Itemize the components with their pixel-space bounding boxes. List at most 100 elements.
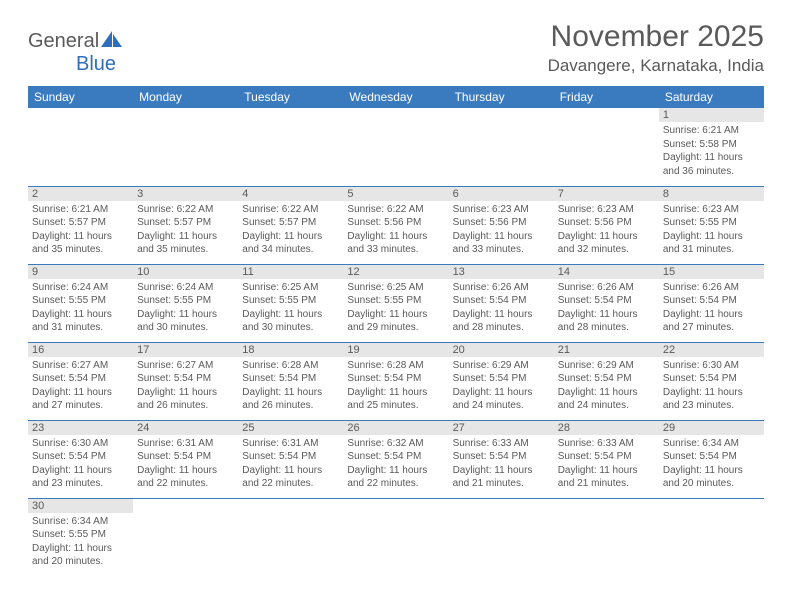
day-details: Sunrise: 6:31 AMSunset: 5:54 PMDaylight:…	[133, 435, 238, 495]
weekday-header: Wednesday	[343, 86, 448, 108]
calendar-day-cell: 11Sunrise: 6:25 AMSunset: 5:55 PMDayligh…	[238, 264, 343, 342]
title-block: November 2025 Davangere, Karnataka, Indi…	[548, 20, 764, 76]
day-number: 17	[133, 343, 238, 357]
calendar-table: Sunday Monday Tuesday Wednesday Thursday…	[28, 86, 764, 576]
calendar-week-row: 16Sunrise: 6:27 AMSunset: 5:54 PMDayligh…	[28, 342, 764, 420]
page-header: GeneralBlue November 2025 Davangere, Kar…	[28, 20, 764, 76]
sunrise-text: Sunrise: 6:26 AM	[558, 281, 655, 295]
sunset-text: Sunset: 5:56 PM	[558, 216, 655, 230]
daylight-text: Daylight: 11 hours and 30 minutes.	[242, 308, 339, 335]
day-number: 7	[554, 187, 659, 201]
day-details: Sunrise: 6:26 AMSunset: 5:54 PMDaylight:…	[554, 279, 659, 339]
sunset-text: Sunset: 5:54 PM	[558, 372, 655, 386]
calendar-day-cell	[554, 498, 659, 576]
sunset-text: Sunset: 5:55 PM	[32, 528, 129, 542]
calendar-week-row: 1Sunrise: 6:21 AMSunset: 5:58 PMDaylight…	[28, 108, 764, 186]
calendar-week-row: 30Sunrise: 6:34 AMSunset: 5:55 PMDayligh…	[28, 498, 764, 576]
sunrise-text: Sunrise: 6:33 AM	[558, 437, 655, 451]
calendar-day-cell: 25Sunrise: 6:31 AMSunset: 5:54 PMDayligh…	[238, 420, 343, 498]
daylight-text: Daylight: 11 hours and 23 minutes.	[663, 386, 760, 413]
day-details: Sunrise: 6:22 AMSunset: 5:57 PMDaylight:…	[238, 201, 343, 261]
weekday-header-row: Sunday Monday Tuesday Wednesday Thursday…	[28, 86, 764, 108]
day-number: 12	[343, 265, 448, 279]
daylight-text: Daylight: 11 hours and 30 minutes.	[137, 308, 234, 335]
sunrise-text: Sunrise: 6:22 AM	[347, 203, 444, 217]
logo-general: General	[28, 30, 99, 52]
logo: GeneralBlue	[28, 20, 123, 76]
daylight-text: Daylight: 11 hours and 35 minutes.	[137, 230, 234, 257]
daylight-text: Daylight: 11 hours and 34 minutes.	[242, 230, 339, 257]
day-number: 18	[238, 343, 343, 357]
calendar-day-cell	[133, 498, 238, 576]
calendar-day-cell: 9Sunrise: 6:24 AMSunset: 5:55 PMDaylight…	[28, 264, 133, 342]
day-details: Sunrise: 6:23 AMSunset: 5:55 PMDaylight:…	[659, 201, 764, 261]
sunrise-text: Sunrise: 6:29 AM	[453, 359, 550, 373]
sunset-text: Sunset: 5:54 PM	[32, 450, 129, 464]
calendar-week-row: 9Sunrise: 6:24 AMSunset: 5:55 PMDaylight…	[28, 264, 764, 342]
sunset-text: Sunset: 5:58 PM	[663, 138, 760, 152]
calendar-day-cell	[449, 498, 554, 576]
sunset-text: Sunset: 5:54 PM	[242, 450, 339, 464]
calendar-day-cell: 2Sunrise: 6:21 AMSunset: 5:57 PMDaylight…	[28, 186, 133, 264]
day-details: Sunrise: 6:26 AMSunset: 5:54 PMDaylight:…	[659, 279, 764, 339]
calendar-day-cell: 18Sunrise: 6:28 AMSunset: 5:54 PMDayligh…	[238, 342, 343, 420]
weekday-header: Sunday	[28, 86, 133, 108]
day-details: Sunrise: 6:27 AMSunset: 5:54 PMDaylight:…	[28, 357, 133, 417]
daylight-text: Daylight: 11 hours and 22 minutes.	[347, 464, 444, 491]
sunrise-text: Sunrise: 6:24 AM	[32, 281, 129, 295]
daylight-text: Daylight: 11 hours and 31 minutes.	[663, 230, 760, 257]
sunset-text: Sunset: 5:54 PM	[347, 450, 444, 464]
sunrise-text: Sunrise: 6:27 AM	[137, 359, 234, 373]
day-details: Sunrise: 6:23 AMSunset: 5:56 PMDaylight:…	[554, 201, 659, 261]
sunset-text: Sunset: 5:56 PM	[453, 216, 550, 230]
sunset-text: Sunset: 5:54 PM	[453, 372, 550, 386]
daylight-text: Daylight: 11 hours and 21 minutes.	[453, 464, 550, 491]
sunrise-text: Sunrise: 6:29 AM	[558, 359, 655, 373]
day-details: Sunrise: 6:29 AMSunset: 5:54 PMDaylight:…	[449, 357, 554, 417]
daylight-text: Daylight: 11 hours and 31 minutes.	[32, 308, 129, 335]
calendar-day-cell: 6Sunrise: 6:23 AMSunset: 5:56 PMDaylight…	[449, 186, 554, 264]
day-details: Sunrise: 6:34 AMSunset: 5:55 PMDaylight:…	[28, 513, 133, 573]
calendar-day-cell: 15Sunrise: 6:26 AMSunset: 5:54 PMDayligh…	[659, 264, 764, 342]
sunrise-text: Sunrise: 6:31 AM	[137, 437, 234, 451]
calendar-day-cell	[449, 108, 554, 186]
day-number: 27	[449, 421, 554, 435]
sunrise-text: Sunrise: 6:30 AM	[32, 437, 129, 451]
day-number: 5	[343, 187, 448, 201]
sunset-text: Sunset: 5:55 PM	[242, 294, 339, 308]
day-details: Sunrise: 6:23 AMSunset: 5:56 PMDaylight:…	[449, 201, 554, 261]
day-details: Sunrise: 6:21 AMSunset: 5:57 PMDaylight:…	[28, 201, 133, 261]
sunrise-text: Sunrise: 6:31 AM	[242, 437, 339, 451]
sunrise-text: Sunrise: 6:34 AM	[663, 437, 760, 451]
day-details: Sunrise: 6:24 AMSunset: 5:55 PMDaylight:…	[28, 279, 133, 339]
calendar-day-cell	[554, 108, 659, 186]
daylight-text: Daylight: 11 hours and 22 minutes.	[137, 464, 234, 491]
daylight-text: Daylight: 11 hours and 32 minutes.	[558, 230, 655, 257]
sunrise-text: Sunrise: 6:21 AM	[663, 124, 760, 138]
day-number: 30	[28, 499, 133, 513]
day-number: 1	[659, 108, 764, 122]
day-details: Sunrise: 6:21 AMSunset: 5:58 PMDaylight:…	[659, 122, 764, 182]
calendar-day-cell: 21Sunrise: 6:29 AMSunset: 5:54 PMDayligh…	[554, 342, 659, 420]
daylight-text: Daylight: 11 hours and 33 minutes.	[347, 230, 444, 257]
calendar-week-row: 2Sunrise: 6:21 AMSunset: 5:57 PMDaylight…	[28, 186, 764, 264]
calendar-day-cell: 28Sunrise: 6:33 AMSunset: 5:54 PMDayligh…	[554, 420, 659, 498]
day-details: Sunrise: 6:24 AMSunset: 5:55 PMDaylight:…	[133, 279, 238, 339]
sunset-text: Sunset: 5:57 PM	[242, 216, 339, 230]
sunrise-text: Sunrise: 6:33 AM	[453, 437, 550, 451]
weekday-header: Saturday	[659, 86, 764, 108]
day-number: 29	[659, 421, 764, 435]
calendar-day-cell: 19Sunrise: 6:28 AMSunset: 5:54 PMDayligh…	[343, 342, 448, 420]
day-details: Sunrise: 6:25 AMSunset: 5:55 PMDaylight:…	[238, 279, 343, 339]
day-number: 13	[449, 265, 554, 279]
calendar-day-cell: 22Sunrise: 6:30 AMSunset: 5:54 PMDayligh…	[659, 342, 764, 420]
day-details: Sunrise: 6:28 AMSunset: 5:54 PMDaylight:…	[343, 357, 448, 417]
day-number: 10	[133, 265, 238, 279]
calendar-day-cell: 29Sunrise: 6:34 AMSunset: 5:54 PMDayligh…	[659, 420, 764, 498]
daylight-text: Daylight: 11 hours and 22 minutes.	[242, 464, 339, 491]
sunrise-text: Sunrise: 6:26 AM	[453, 281, 550, 295]
daylight-text: Daylight: 11 hours and 33 minutes.	[453, 230, 550, 257]
day-details: Sunrise: 6:22 AMSunset: 5:56 PMDaylight:…	[343, 201, 448, 261]
daylight-text: Daylight: 11 hours and 20 minutes.	[663, 464, 760, 491]
day-number: 26	[343, 421, 448, 435]
